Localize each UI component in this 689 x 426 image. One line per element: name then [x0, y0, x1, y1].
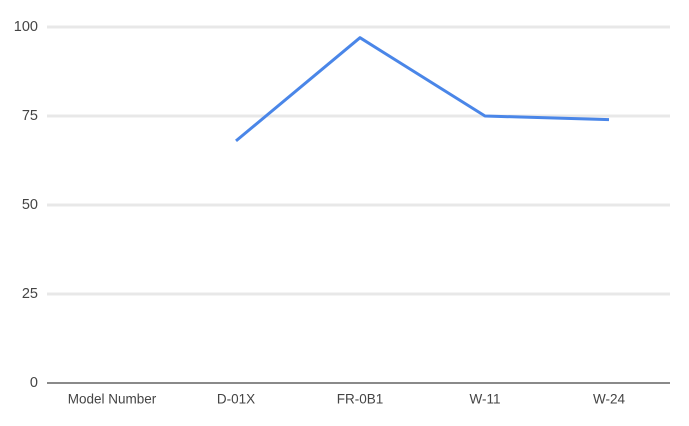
x-tick-label-w-11: W-11 [469, 392, 500, 407]
gridlines [47, 25, 670, 296]
x-axis-tick-labels: Model Number D-01X FR-0B1 W-11 W-24 [68, 392, 626, 407]
x-tick-label-model-number: Model Number [68, 392, 157, 407]
x-tick-label-d-01x: D-01X [217, 392, 255, 407]
y-tick-label-0: 0 [30, 375, 38, 391]
x-tick-label-w-24: W-24 [593, 392, 626, 407]
series-line-primary [235, 36, 610, 143]
y-axis-tick-labels: 100 75 50 25 0 [14, 19, 38, 391]
y-tick-label-25: 25 [22, 286, 38, 302]
y-tick-label-100: 100 [14, 19, 38, 35]
y-tick-label-75: 75 [22, 108, 38, 124]
y-tick-label-50: 50 [22, 197, 38, 213]
x-tick-label-fr-0b1: FR-0B1 [337, 392, 384, 407]
series-group [235, 36, 610, 143]
